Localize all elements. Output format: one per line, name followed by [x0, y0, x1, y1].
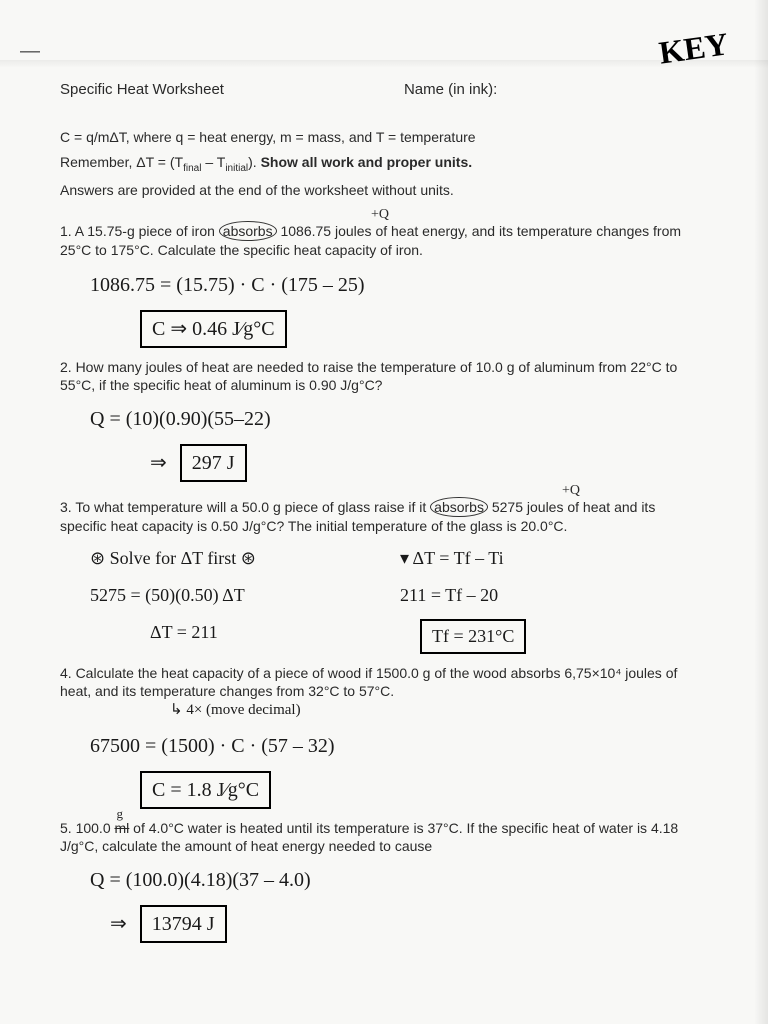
q5-work: Q = (100.0)(4.18)(37 – 4.0): [90, 865, 700, 895]
sub-final: final: [183, 163, 201, 174]
q1-answer-box: C ⇒ 0.46 J⁄g°C: [140, 310, 287, 348]
q4-work: 67500 = (1500) · C · (57 – 32): [90, 731, 700, 761]
plus-q-note: +Q: [60, 482, 700, 501]
q1-answer-row: C ⇒ 0.46 J⁄g°C: [90, 310, 700, 348]
q1-work: 1086.75 = (15.75) · C · (175 – 25): [90, 270, 700, 300]
answers-note: Answers are provided at the end of the w…: [60, 181, 700, 200]
question-3: 3. To what temperature will a 50.0 g pie…: [60, 497, 700, 535]
q2-answer-row: ⇒ 297 J: [90, 444, 700, 482]
text: – T: [201, 154, 225, 170]
plus-q-note: +Q: [60, 206, 700, 225]
q2-work: Q = (10)(0.90)(55–22): [90, 404, 700, 434]
q3-left3: ΔT = 211: [150, 619, 360, 646]
question-2: 2. How many joules of heat are needed to…: [60, 358, 700, 394]
strikeout: gml: [115, 820, 130, 836]
name-label: Name (in ink):: [404, 80, 497, 100]
text: 1. A 15.75-g piece of iron: [60, 223, 219, 239]
q3-work-columns: ⊛ Solve for ΔT first ⊛ 5275 = (50)(0.50)…: [60, 535, 700, 654]
q3-left1: ⊛ Solve for ΔT first ⊛: [90, 545, 360, 572]
scan-shadow: [0, 60, 768, 68]
question-4: 4. Calculate the heat capacity of a piec…: [60, 664, 700, 700]
q3-right1: ▾ ΔT = Tf – Ti: [400, 545, 700, 572]
worksheet-page: Specific Heat Worksheet Name (in ink): C…: [60, 80, 700, 943]
q3-left2: 5275 = (50)(0.50) ΔT: [90, 582, 360, 609]
bold-instruction: Show all work and proper units.: [261, 154, 473, 170]
text: of 4.0°C water is heated until its tempe…: [60, 820, 678, 854]
scan-edge: [754, 0, 768, 1024]
correction: g: [117, 806, 124, 823]
formula-line: C = q/mΔT, where q = heat energy, m = ma…: [60, 128, 700, 147]
arrow-icon: ⇒: [110, 913, 127, 935]
text: 5. 100.0: [60, 820, 115, 836]
q5-answer-row: ⇒ 13794 J: [90, 905, 700, 943]
q4-answer-row: C = 1.8 J⁄g°C: [90, 771, 700, 809]
q2-answer-box: 297 J: [180, 444, 247, 482]
worksheet-title: Specific Heat Worksheet: [60, 80, 224, 100]
question-1: 1. A 15.75-g piece of iron absorbs 1086.…: [60, 221, 700, 259]
text: ).: [248, 154, 260, 170]
q3-answer-box: Tf = 231°C: [420, 619, 526, 654]
text: Remember, ΔT = (T: [60, 154, 183, 170]
question-5: 5. 100.0 gml of 4.0°C water is heated un…: [60, 819, 700, 855]
q5-answer-box: 13794 J: [140, 905, 227, 943]
q3-answer-row: Tf = 231°C: [400, 619, 700, 654]
q4-note: ↳ 4× (move decimal): [170, 699, 700, 722]
remember-line: Remember, ΔT = (Tfinal – Tinitial). Show…: [60, 153, 700, 175]
sub-initial: initial: [225, 163, 248, 174]
q4-answer-box: C = 1.8 J⁄g°C: [140, 771, 271, 809]
text: 3. To what temperature will a 50.0 g pie…: [60, 499, 430, 515]
arrow-icon: ⇒: [150, 452, 167, 474]
header-row: Specific Heat Worksheet Name (in ink):: [60, 80, 700, 100]
q3-right2: 211 = Tf – 20: [400, 582, 700, 609]
